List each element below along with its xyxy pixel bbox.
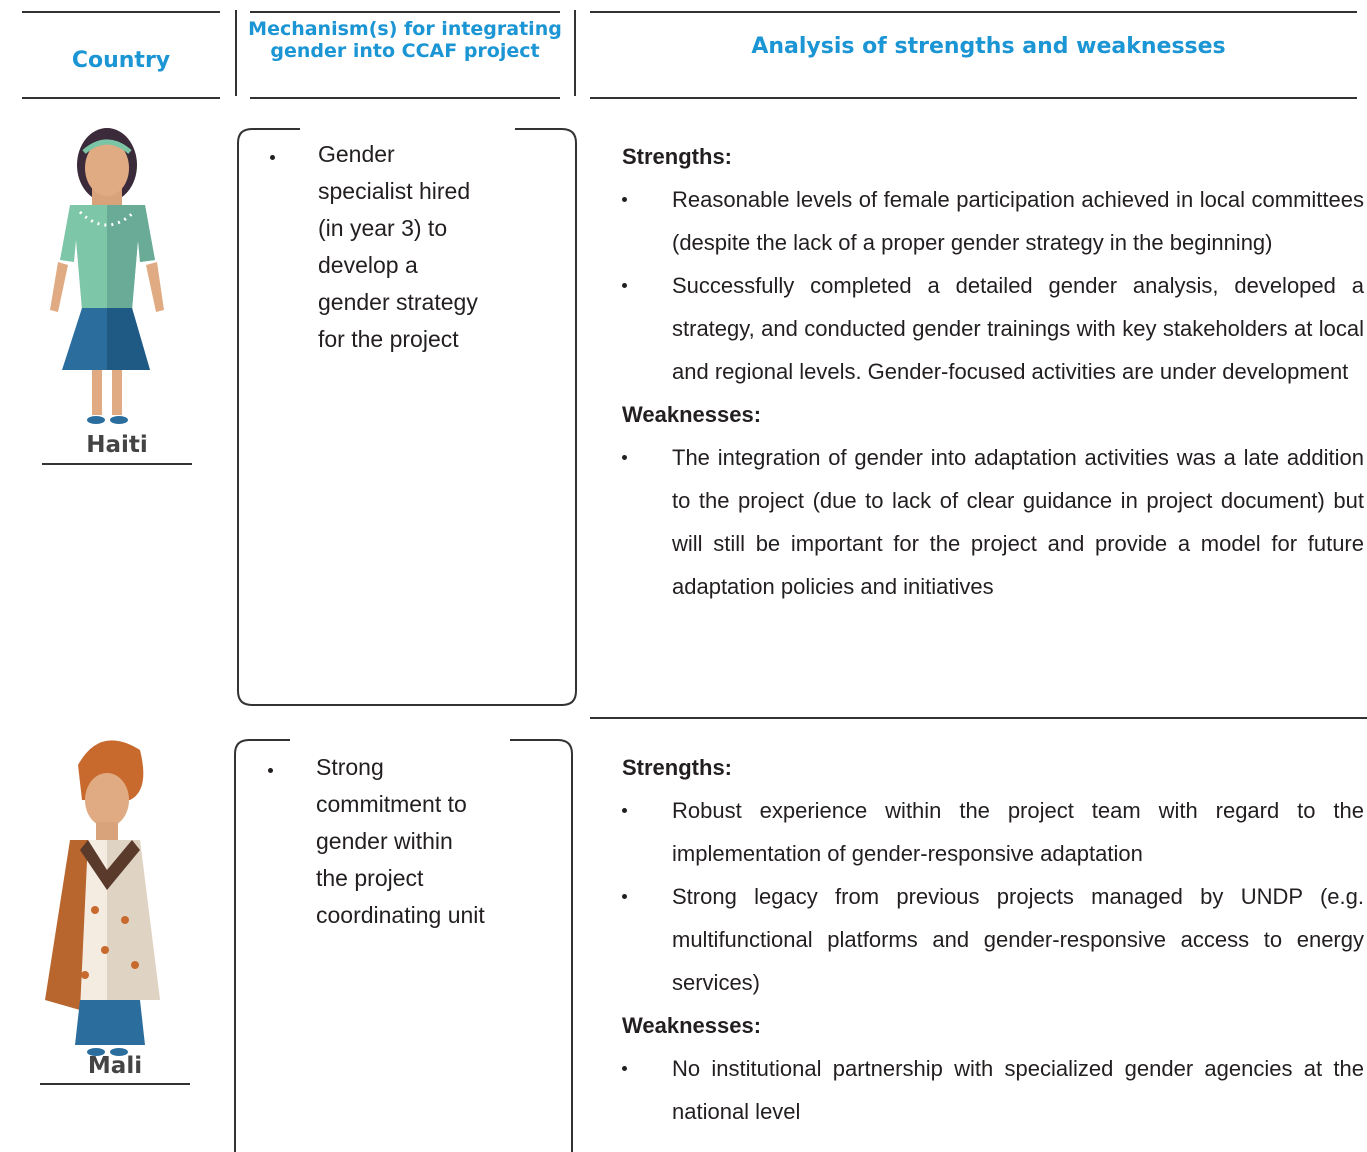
bullet [268, 768, 273, 773]
bullet [622, 1066, 627, 1071]
rule [590, 97, 1357, 99]
rule [250, 97, 560, 99]
rule [22, 97, 220, 99]
mechanism-text: Gender specialist hired (in year 3) to d… [318, 141, 478, 352]
mechanism-item: Gender specialist hired (in year 3) to d… [270, 136, 490, 358]
section-label: Weaknesses: [622, 1013, 762, 1038]
country-label: Haiti [86, 432, 148, 458]
list-item: The integration of gender into adaptatio… [622, 436, 1364, 608]
country-label: Mali [87, 1053, 143, 1079]
divider [235, 10, 237, 96]
analysis: Strengths: Reasonable levels of female pa… [622, 135, 1364, 608]
bullet [622, 894, 627, 899]
column-header: Country [71, 48, 171, 73]
bullet [622, 283, 627, 288]
bullet [622, 808, 627, 813]
list-text: No institutional partnership with specia… [672, 1056, 1364, 1124]
list-text: Robust experience within the project tea… [672, 798, 1364, 866]
analysis: Strengths: Robust experience within the p… [622, 746, 1364, 1133]
column-header: Mechanism(s) for integrating gender into… [248, 18, 562, 62]
mechanism-item: Strong commitment to gender within the p… [268, 749, 488, 934]
mechanism-text: Strong commitment to gender within the p… [316, 754, 485, 928]
divider [574, 10, 576, 96]
list-item: Strong legacy from previous projects man… [622, 875, 1364, 1004]
list-item: Successfully completed a detailed gender… [622, 264, 1364, 393]
section-label: Weaknesses: [622, 402, 762, 427]
list-text: Strong legacy from previous projects man… [672, 884, 1364, 995]
mechanism-list: Gender specialist hired (in year 3) to d… [270, 136, 490, 358]
column-header: Analysis of strengths and weaknesses [751, 34, 1226, 59]
section-label: Strengths: [622, 755, 732, 780]
bullet [622, 455, 627, 460]
list-text: Reasonable levels of female participatio… [672, 187, 1364, 255]
rule [22, 11, 220, 13]
list-item: Robust experience within the project tea… [622, 789, 1364, 875]
bullet [622, 197, 627, 202]
bullet [270, 155, 275, 160]
list-text: The integration of gender into adaptatio… [672, 445, 1364, 599]
rule [590, 11, 1357, 13]
list-item: No institutional partnership with specia… [622, 1047, 1364, 1133]
rule [250, 11, 560, 13]
list-item: Reasonable levels of female participatio… [622, 178, 1364, 264]
mechanism-list: Strong commitment to gender within the p… [268, 749, 488, 934]
list-text: Successfully completed a detailed gender… [672, 273, 1364, 384]
section-label: Strengths: [622, 144, 732, 169]
